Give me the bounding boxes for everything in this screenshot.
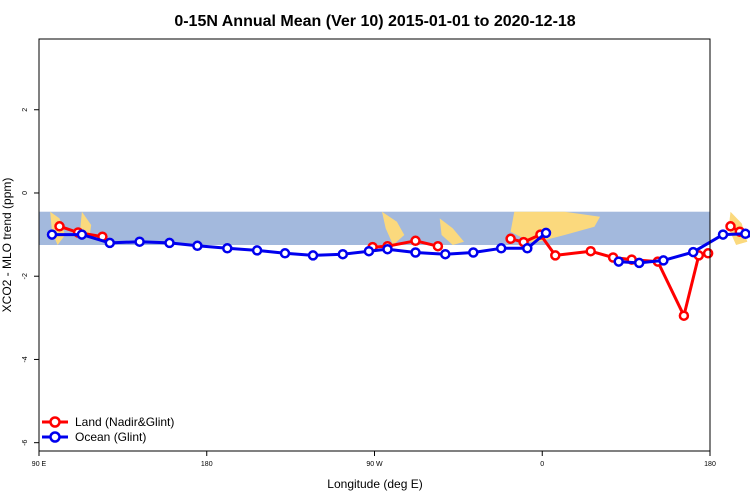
- data-point: [740, 228, 750, 240]
- y-tick-label: -6: [22, 439, 29, 445]
- data-point: [46, 229, 58, 240]
- data-point: [410, 235, 421, 247]
- x-axis-label: Longitude (deg E): [327, 477, 422, 491]
- legend-label-ocean: Ocean (Glint): [75, 430, 146, 444]
- data-point: [410, 247, 421, 258]
- legend-label-land: Land (Nadir&Glint): [75, 415, 174, 429]
- data-point: [279, 248, 291, 259]
- data-point: [337, 248, 349, 260]
- data-point: [54, 221, 65, 232]
- data-point: [717, 229, 729, 240]
- land-shape: [510, 211, 600, 244]
- land-shape: [382, 211, 405, 245]
- y-tick-label: 2: [22, 108, 29, 112]
- data-point: [363, 245, 375, 257]
- x-tick-label: 0: [540, 461, 544, 468]
- y-tick-label: 0: [22, 191, 29, 195]
- data-point: [76, 229, 88, 240]
- y-axis: 2 0 -2 -4 -6: [22, 108, 39, 446]
- data-point: [540, 227, 552, 239]
- plot-area: [39, 211, 748, 245]
- data-point: [251, 245, 263, 256]
- data-point: [134, 236, 145, 247]
- series-line: [372, 239, 439, 249]
- y-tick-label: -4: [22, 356, 29, 362]
- legend-item-ocean: Ocean (Glint): [42, 430, 146, 444]
- data-point: [687, 246, 699, 258]
- x-tick-label: 180: [201, 461, 213, 468]
- data-point: [585, 245, 596, 257]
- data-point: [658, 255, 669, 266]
- data-point: [495, 243, 507, 254]
- chart-title: 0-15N Annual Mean (Ver 10) 2015-01-01 to…: [174, 13, 575, 30]
- data-point: [104, 237, 116, 249]
- data-point: [633, 257, 645, 269]
- legend-marker: [49, 431, 61, 443]
- data-point: [440, 248, 451, 260]
- x-axis: 90 E 180 90 W 0 180: [32, 451, 716, 468]
- data-point: [702, 248, 714, 259]
- legend-marker: [49, 416, 61, 428]
- data-point: [382, 243, 393, 255]
- data-point: [613, 256, 624, 267]
- y-axis-label: XCO2 - MLO trend (ppm): [0, 178, 14, 313]
- data-point: [164, 237, 175, 249]
- data-point: [432, 240, 444, 252]
- series-layer: [46, 221, 750, 321]
- data-point: [522, 243, 533, 254]
- x-tick-label: 90 W: [366, 461, 383, 468]
- data-point: [222, 243, 233, 254]
- data-point: [307, 250, 319, 261]
- legend-item-land: Land (Nadir&Glint): [42, 415, 174, 429]
- series-ocean: [46, 227, 750, 269]
- data-point: [468, 247, 479, 258]
- x-tick-label: 90 E: [32, 461, 47, 468]
- legend: Land (Nadir&Glint) Ocean (Glint): [42, 415, 174, 444]
- data-point: [725, 221, 736, 232]
- land-shape: [439, 218, 464, 245]
- x-tick-label: 180: [704, 461, 716, 468]
- data-point: [550, 250, 561, 261]
- data-point: [505, 233, 516, 245]
- y-tick-label: -2: [22, 273, 29, 279]
- data-point: [678, 310, 690, 321]
- data-point: [192, 240, 203, 252]
- series-line: [510, 233, 709, 318]
